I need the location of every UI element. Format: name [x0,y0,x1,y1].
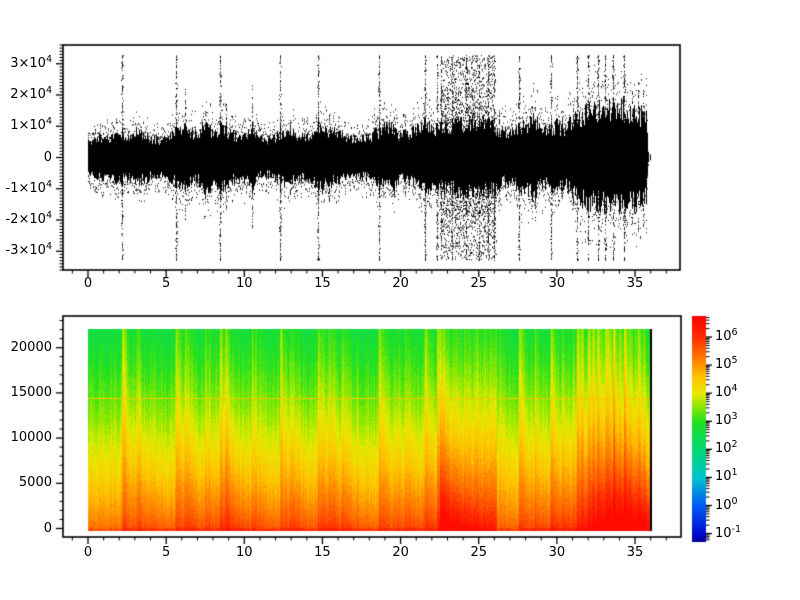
plots-canvas [0,0,800,600]
audio-analysis-figure: 3×104 2×104 1×104 0 -1×104 -2×104 -3×104 0 5 10 15… [0,0,800,600]
